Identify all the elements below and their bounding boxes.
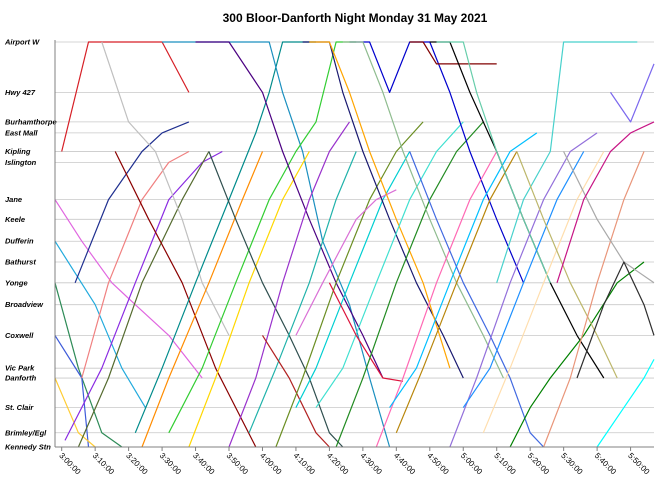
stop-label: Coxwell xyxy=(5,331,34,340)
series-line-22 xyxy=(261,335,330,448)
series-line-5 xyxy=(54,377,96,448)
stop-label: Vic Park xyxy=(5,364,35,373)
x-tick-label: 3:00:00 xyxy=(57,451,83,477)
stop-label: Bathurst xyxy=(5,258,36,267)
series-layer xyxy=(54,41,655,448)
stop-label: St. Clair xyxy=(5,403,34,412)
x-tick-label: 4:30:00 xyxy=(358,451,384,477)
x-tick-label: 3:20:00 xyxy=(124,451,150,477)
stop-label: Hwy 427 xyxy=(5,88,36,97)
series-line-45 xyxy=(516,151,618,379)
series-line-2 xyxy=(61,41,190,152)
series-line-40 xyxy=(449,132,598,448)
x-tick-label: 5:40:00 xyxy=(593,451,619,477)
series-line-14 xyxy=(141,151,264,448)
series-line-36 xyxy=(409,151,545,448)
series-line-24 xyxy=(295,151,411,408)
series-line-6 xyxy=(54,240,146,408)
x-tick-label: 3:50:00 xyxy=(225,451,251,477)
series-line-33 xyxy=(375,151,498,448)
series-line-49 xyxy=(556,121,655,283)
stop-label: Kennedy Stn xyxy=(5,443,51,452)
series-line-11 xyxy=(101,41,230,336)
x-tick-label: 3:40:00 xyxy=(191,451,217,477)
series-line-8 xyxy=(74,121,190,284)
series-line-25 xyxy=(295,189,397,336)
stop-label: Danforth xyxy=(5,374,37,383)
stop-label: Broadview xyxy=(5,300,44,309)
series-line-28 xyxy=(315,121,464,408)
series-line-44 xyxy=(496,41,638,283)
series-line-35 xyxy=(395,151,518,434)
series-line-26 xyxy=(302,41,464,379)
series-line-1 xyxy=(54,282,123,448)
x-tick-label: 4:40:00 xyxy=(392,451,418,477)
series-line-18 xyxy=(195,41,384,379)
stop-label: Keele xyxy=(5,215,25,224)
series-line-39 xyxy=(436,41,551,284)
stop-label: Airport W xyxy=(4,38,40,47)
x-tick-label: 4:10:00 xyxy=(292,451,318,477)
grid-layer xyxy=(55,41,654,448)
series-line-46 xyxy=(543,151,645,448)
x-tick-label: 3:30:00 xyxy=(158,451,184,477)
x-tick-label: 3:10:00 xyxy=(91,451,117,477)
x-tick-label: 5:00:00 xyxy=(459,451,485,477)
series-line-37 xyxy=(409,41,497,65)
stop-label: Jane xyxy=(5,195,22,204)
series-line-4 xyxy=(54,199,203,379)
stop-label: Burhamthorpe xyxy=(5,117,57,126)
x-tick-label: 5:10:00 xyxy=(492,451,518,477)
chart-title: 300 Bloor-Danforth Night Monday 31 May 2… xyxy=(223,11,488,25)
series-line-9 xyxy=(77,151,210,448)
stop-label: Yonge xyxy=(5,278,28,287)
axis-layer xyxy=(54,40,654,451)
series-line-42 xyxy=(482,151,605,434)
stop-label: Islington xyxy=(5,158,37,167)
x-tick-label: 4:20:00 xyxy=(325,451,351,477)
series-line-17 xyxy=(188,151,310,448)
series-line-20 xyxy=(228,121,350,448)
x-tick-label: 5:20:00 xyxy=(526,451,552,477)
series-line-51 xyxy=(610,63,655,123)
series-line-27 xyxy=(309,41,451,369)
x-tick-label: 5:50:00 xyxy=(626,451,652,477)
x-tick-label: 4:50:00 xyxy=(425,451,451,477)
series-line-15 xyxy=(162,41,391,448)
stop-label: East Mall xyxy=(5,128,38,137)
tick-labels: 3:00:00 3:10:00 3:20:00 3:30:00 3:40:00 3:50:… xyxy=(57,451,652,477)
series-line-16 xyxy=(168,41,357,434)
stop-label: Dufferin xyxy=(5,237,34,246)
stop-labels: Airport W Hwy 427 Burhamthorpe East Mall Kip… xyxy=(4,38,57,452)
series-line-43 xyxy=(509,261,645,448)
x-tick-label: 4:00:00 xyxy=(258,451,284,477)
series-line-34 xyxy=(389,132,538,408)
series-line-21 xyxy=(248,151,357,434)
series-line-30 xyxy=(335,121,484,448)
series-line-32 xyxy=(342,41,504,379)
stop-label: Kipling xyxy=(5,147,31,156)
series-line-29 xyxy=(328,282,404,382)
series-line-7 xyxy=(64,150,223,441)
series-line-13 xyxy=(134,41,316,434)
series-line-10 xyxy=(81,150,190,379)
series-line-12 xyxy=(114,151,257,448)
series-line-47 xyxy=(596,359,655,448)
series-line-41 xyxy=(462,151,585,408)
x-tick-label: 5:30:00 xyxy=(559,451,585,477)
stop-label: Brimley/Egl xyxy=(5,428,47,437)
series-line-48 xyxy=(563,151,655,284)
series-line-50 xyxy=(576,261,655,379)
